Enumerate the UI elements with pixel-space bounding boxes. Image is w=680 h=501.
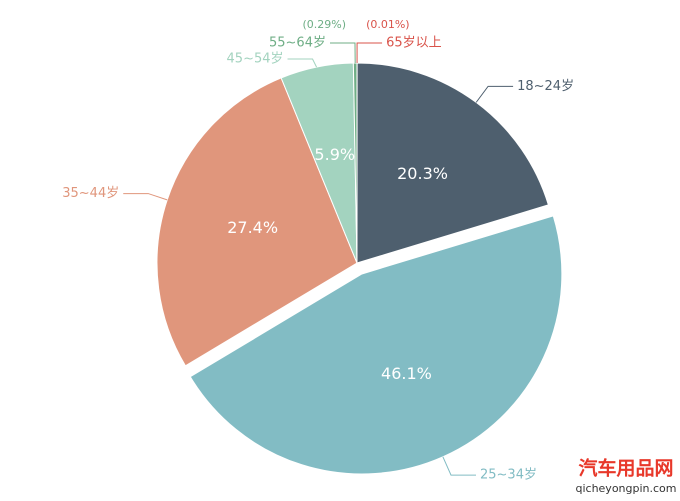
category-label: 45~54岁 [227, 52, 284, 67]
value-label: 46.1% [381, 364, 432, 383]
value-label: 20.3% [397, 164, 448, 183]
pie-slice [352, 62, 358, 264]
leader-line [356, 42, 383, 64]
leader-line [287, 58, 318, 68]
category-label: 25~34岁 [480, 468, 537, 483]
leader-line [475, 85, 514, 103]
leader-line [329, 42, 356, 64]
leader-line [123, 193, 168, 201]
category-label: 65岁以上 [386, 36, 442, 51]
leader-line [442, 456, 477, 476]
value-label: 5.9% [314, 145, 355, 164]
watermark-title: 汽车用品网 [578, 457, 673, 480]
category-label: 35~44岁 [62, 186, 119, 201]
category-label: 18~24岁 [517, 79, 574, 94]
pie-slice [189, 215, 563, 475]
category-label: 55~64岁 [269, 36, 326, 51]
value-label: (0.29%) [302, 18, 346, 31]
value-label: 27.4% [227, 218, 278, 237]
watermark-url: qicheyongpin.com [575, 482, 676, 495]
value-label: (0.01%) [366, 18, 410, 31]
